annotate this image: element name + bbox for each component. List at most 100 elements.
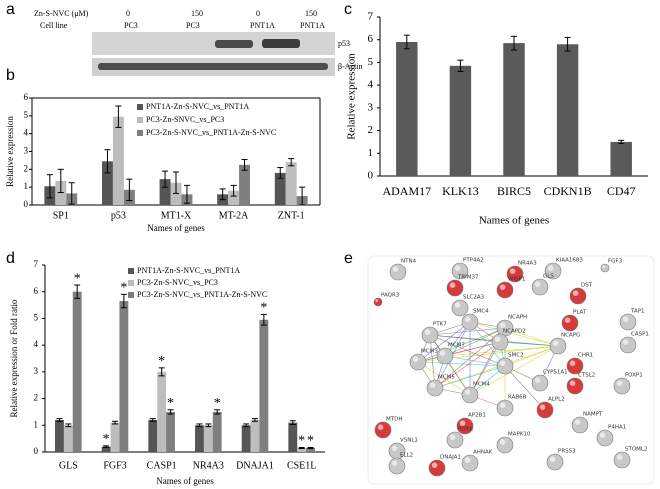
edge (417, 361, 471, 396)
node-label: NAMPT (583, 412, 603, 418)
node-highlight (622, 316, 629, 323)
network-node (496, 357, 514, 375)
node-highlight (391, 445, 398, 452)
bar (101, 446, 111, 452)
panel-label: e (344, 250, 353, 267)
node-label: ALPL2 (548, 397, 565, 403)
x-tick-label: GLS (59, 460, 78, 471)
node-label: NCAPG (561, 333, 580, 339)
node-label: PTK7 (433, 322, 447, 328)
node-label: MCM7 (448, 343, 465, 349)
bar (148, 419, 158, 452)
network-node (566, 377, 584, 395)
legend-swatch (137, 104, 143, 110)
edge (434, 341, 501, 389)
edge (444, 327, 506, 357)
network-node (619, 336, 637, 354)
node-label: KIAA1683 (556, 258, 583, 264)
edge (499, 341, 559, 347)
dose: 150 (305, 9, 317, 18)
edge (434, 345, 559, 389)
node-label: PLAT (573, 310, 587, 316)
node-label: TAP1 (630, 309, 645, 315)
network-node (546, 453, 564, 471)
cell-line: PC3 (124, 21, 138, 30)
edge (429, 334, 471, 396)
treatment-label: Zn-S-NVC (μM) (34, 9, 89, 18)
edge (434, 365, 506, 389)
node-label: MCM5 (438, 375, 455, 381)
y-axis-label: Relative expression or Fold ratio (9, 299, 19, 417)
dose: 150 (191, 9, 203, 18)
legend-swatch (137, 117, 143, 123)
x-tick-label: MT-2A (219, 210, 249, 221)
node-label: SLC2A3 (463, 295, 485, 301)
legend-swatch (137, 130, 143, 136)
bar (274, 172, 286, 205)
edge (417, 341, 501, 363)
x-tick-label: CDKN1B (544, 184, 592, 198)
node-label: FGF3 (608, 259, 623, 265)
bar (119, 301, 129, 452)
node-label: PDXK (458, 427, 473, 433)
node-highlight (569, 360, 576, 367)
bar (101, 161, 113, 205)
y-tick-label: 4 (24, 128, 29, 138)
node-highlight (454, 265, 461, 272)
node-highlight (392, 266, 399, 273)
y-tick-label: 6 (24, 92, 29, 102)
protein-label: β-Actin (338, 62, 363, 71)
node-label: SMC4 (473, 309, 489, 315)
network-frame (367, 255, 655, 485)
cell-line-label: Cell line (40, 21, 68, 30)
x-axis-label: Names of genes (479, 215, 549, 227)
legend-label: PNT1A-Zn-S-NVC_vs_PNT1A (137, 266, 240, 275)
network-node (426, 379, 444, 397)
bar (241, 425, 251, 452)
protein-label: p53 (338, 39, 350, 48)
node-label: DNAJA1 (440, 455, 461, 461)
y-tick-label: 1 (24, 181, 29, 191)
node-highlight (391, 460, 398, 467)
network-node (596, 429, 614, 447)
edge (429, 334, 506, 367)
node-label: STOML2 (625, 447, 648, 453)
bar (203, 425, 213, 452)
x-tick-label: FGF3 (103, 460, 126, 471)
legend-label: PC3-Zn-S-NVC_vs_PNT1A-Zn-S-NVC (137, 290, 267, 299)
bar (285, 162, 297, 205)
y-tick-label: 3 (34, 366, 39, 376)
network-node (388, 457, 406, 475)
node-label: NCAPD2 (503, 329, 526, 335)
bar (112, 116, 124, 205)
y-tick-label: 1 (34, 419, 39, 429)
node-highlight (464, 389, 471, 396)
network-node (436, 347, 454, 365)
x-tick-label: CASP1 (147, 460, 177, 471)
edge (444, 345, 559, 357)
node-highlight (549, 456, 556, 463)
node-highlight (572, 290, 579, 297)
panel-label: c (344, 1, 352, 18)
network-node (496, 281, 514, 299)
node-highlight (539, 404, 546, 411)
legend-label: PNT1A-Zn-S-NVC_vs_PNT1A (146, 102, 249, 111)
node-highlight (509, 268, 516, 275)
node-label: ELL2 (400, 453, 413, 459)
network-node (421, 326, 439, 344)
bar (55, 419, 64, 452)
y-tick-label: 3 (368, 101, 374, 113)
bar (72, 291, 82, 452)
node-highlight (574, 419, 581, 426)
node-label: MCM4 (473, 382, 490, 388)
bar (610, 141, 632, 176)
node-label: CYP51A1 (543, 370, 568, 376)
y-tick-label: 2 (368, 124, 374, 136)
significance-mark: * (158, 354, 165, 369)
legend-swatch (128, 292, 134, 298)
legend-swatch (128, 280, 134, 286)
network-node (461, 386, 479, 404)
x-tick-label: ADAM17 (382, 184, 431, 198)
network-node (619, 313, 637, 331)
node-label: SMC2 (508, 353, 524, 359)
